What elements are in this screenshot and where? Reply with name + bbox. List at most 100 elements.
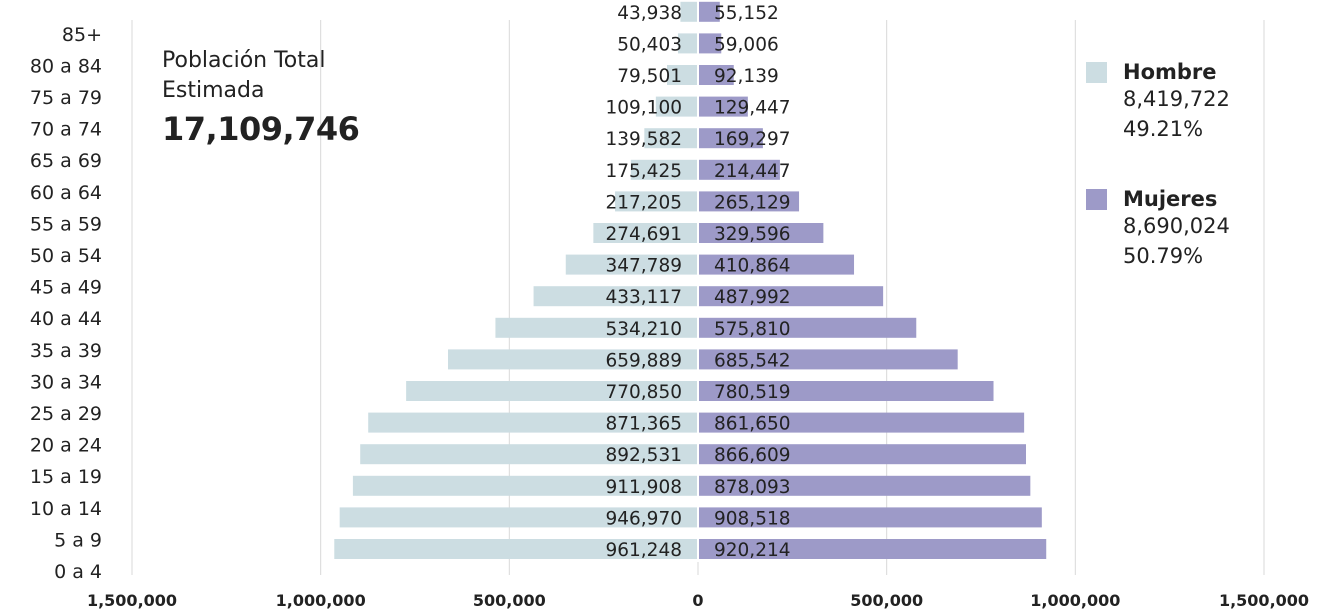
total-population-panel: Población Total Estimada 17,109,746: [162, 46, 392, 148]
bar-hombre: [352, 475, 697, 496]
bar-mujeres: [699, 317, 917, 338]
x-tick-label: 1,000,000: [276, 591, 366, 610]
bar-hombre: [655, 96, 697, 117]
bar-label-hombre: 175,425: [605, 161, 682, 182]
bar-hombre: [565, 254, 697, 275]
legend-percent-hombre: 49.21%: [1123, 117, 1204, 141]
legend-hombre: Hombre 8,419,722 49.21%: [1086, 60, 1230, 144]
bar-label-mujeres: 55,152: [714, 3, 779, 24]
x-tick-label: 500,000: [473, 591, 546, 610]
bar-hombre: [644, 128, 697, 149]
category-label: 10 a 14: [30, 498, 102, 520]
category-label: 55 a 59: [30, 213, 102, 235]
bar-hombre: [406, 381, 697, 401]
total-population-value: 17,109,746: [162, 110, 360, 148]
legend-count-hombre: 8,419,722: [1123, 87, 1230, 111]
bar-label-hombre: 892,531: [605, 445, 682, 466]
legend-mujeres: Mujeres 8,690,024 50.79%: [1086, 187, 1230, 271]
legend-name-hombre: Hombre: [1123, 60, 1217, 84]
bar-label-mujeres: 866,609: [714, 445, 791, 466]
bar-hombre: [630, 159, 697, 180]
bar-label-mujeres: 685,542: [714, 350, 791, 371]
bar-mujeres: [699, 349, 958, 370]
bar-label-mujeres: 265,129: [714, 192, 791, 213]
category-label: 75 a 79: [30, 87, 102, 109]
x-tick-label: 500,000: [850, 591, 923, 610]
bar-label-mujeres: 780,519: [714, 382, 791, 403]
legend-count-mujeres: 8,690,024: [1123, 214, 1230, 238]
bar-mujeres: [699, 1, 720, 22]
bar-label-hombre: 433,117: [605, 287, 682, 308]
category-label: 70 a 74: [30, 119, 102, 141]
bar-label-hombre: 659,889: [605, 350, 682, 371]
bar-label-hombre: 534,210: [605, 319, 682, 340]
x-tick-label: 0: [692, 591, 703, 610]
bar-hombre: [593, 223, 697, 243]
bar-label-hombre: 50,403: [617, 34, 682, 55]
bar-mujeres: [699, 96, 748, 117]
bar-mujeres: [699, 33, 722, 54]
bar-label-mujeres: 169,297: [714, 129, 791, 150]
bar-hombre: [368, 412, 697, 433]
bar-mujeres: [699, 191, 800, 212]
category-label: 35 a 39: [30, 340, 102, 362]
bar-label-mujeres: 129,447: [714, 98, 791, 119]
bar-label-hombre: 79,501: [617, 66, 682, 87]
bar-mujeres: [699, 539, 1047, 559]
bar-label-hombre: 109,100: [605, 98, 682, 119]
bar-hombre: [360, 444, 697, 465]
category-label: 20 a 24: [30, 435, 102, 457]
category-label: 40 a 44: [30, 308, 102, 330]
x-tick-label: 1,500,000: [87, 591, 177, 610]
bar-label-mujeres: 861,650: [714, 414, 791, 435]
category-label: 50 a 54: [30, 245, 102, 267]
category-label: 30 a 34: [30, 371, 102, 393]
bar-label-mujeres: 410,864: [714, 256, 791, 277]
bar-hombre: [615, 191, 697, 212]
bar-label-hombre: 871,365: [605, 414, 682, 435]
bar-mujeres: [699, 412, 1025, 433]
bar-hombre: [680, 1, 697, 22]
bar-label-mujeres: 575,810: [714, 319, 791, 340]
bar-mujeres: [699, 286, 884, 307]
bar-mujeres: [699, 444, 1027, 465]
bar-label-hombre: 217,205: [605, 192, 682, 213]
bar-mujeres: [699, 159, 780, 180]
category-label: 85+: [62, 24, 102, 46]
bar-hombre: [339, 507, 697, 528]
bar-label-hombre: 139,582: [605, 129, 682, 150]
bar-label-hombre: 347,789: [605, 256, 682, 277]
category-label: 80 a 84: [30, 55, 102, 77]
legend-swatch-mujeres: [1086, 188, 1107, 210]
legend-percent-mujeres: 50.79%: [1123, 244, 1204, 268]
bar-mujeres: [699, 475, 1031, 496]
x-tick-label: 1,000,000: [1030, 591, 1120, 610]
bar-mujeres: [699, 65, 734, 85]
bar-label-mujeres: 329,596: [714, 224, 791, 245]
bar-mujeres: [699, 223, 824, 243]
bar-hombre: [448, 349, 697, 370]
bar-label-mujeres: 878,093: [714, 477, 791, 498]
bar-label-mujeres: 59,006: [714, 34, 779, 55]
bar-mujeres: [699, 381, 994, 401]
category-label: 5 a 9: [54, 529, 102, 551]
category-label: 0 a 4: [54, 561, 102, 583]
bar-label-mujeres: 214,447: [714, 161, 791, 182]
category-label: 60 a 64: [30, 182, 102, 204]
category-label: 25 a 29: [30, 403, 102, 425]
bar-mujeres: [699, 507, 1042, 528]
bar-label-hombre: 274,691: [605, 224, 682, 245]
x-tick-label: 1,500,000: [1219, 591, 1309, 610]
bar-hombre: [667, 65, 697, 85]
bar-label-mujeres: 92,139: [714, 66, 779, 87]
bar-mujeres: [699, 128, 763, 149]
legend-name-mujeres: Mujeres: [1123, 187, 1218, 211]
bar-label-hombre: 946,970: [605, 508, 682, 529]
bar-label-hombre: 911,908: [605, 477, 682, 498]
bar-label-hombre: 43,938: [617, 3, 682, 24]
bar-hombre: [495, 317, 697, 338]
bar-label-mujeres: 487,992: [714, 287, 791, 308]
bar-label-hombre: 770,850: [605, 382, 682, 403]
bar-label-mujeres: 908,518: [714, 508, 791, 529]
